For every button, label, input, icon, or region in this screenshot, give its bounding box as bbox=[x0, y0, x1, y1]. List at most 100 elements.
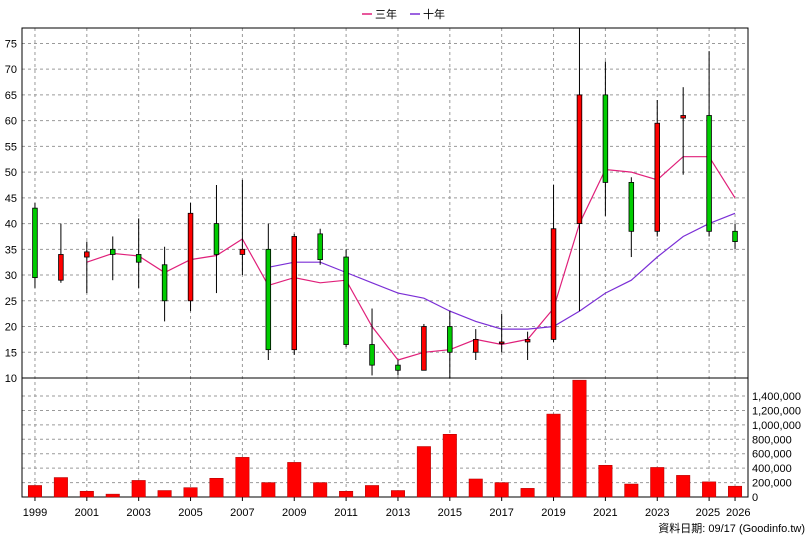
x-tick-label: 2021 bbox=[593, 507, 617, 519]
price-tick-label: 45 bbox=[5, 193, 17, 205]
candle-body bbox=[161, 264, 168, 302]
candle-body bbox=[32, 207, 38, 279]
x-tick-label: 1999 bbox=[23, 507, 47, 519]
candle-body bbox=[239, 248, 246, 255]
series-line bbox=[86, 156, 736, 361]
volume-bar bbox=[494, 482, 509, 498]
volume-bar bbox=[702, 481, 717, 498]
volume-bar bbox=[676, 475, 691, 498]
candle-body bbox=[732, 230, 738, 243]
candle-body bbox=[317, 233, 323, 261]
candle-body bbox=[110, 248, 116, 255]
legend-label: 十年 bbox=[423, 7, 445, 21]
volume-bar bbox=[105, 493, 120, 498]
volume-tick-label: 0 bbox=[752, 492, 758, 504]
price-tick-label: 70 bbox=[5, 64, 17, 76]
price-tick-label: 55 bbox=[5, 141, 17, 153]
price-tick-label: 30 bbox=[5, 270, 17, 282]
volume-bar bbox=[53, 477, 68, 498]
volume-bar bbox=[624, 483, 639, 498]
volume-bar bbox=[313, 482, 328, 498]
candle-body bbox=[628, 182, 635, 232]
volume-bar bbox=[157, 490, 172, 498]
volume-tick-label: 800,000 bbox=[752, 434, 792, 446]
price-tick-label: 65 bbox=[5, 90, 17, 102]
volume-bar bbox=[261, 482, 276, 498]
candle-body bbox=[706, 115, 712, 232]
candle-body bbox=[524, 338, 531, 343]
candle-body bbox=[343, 256, 349, 345]
candle-body bbox=[291, 236, 297, 351]
volume-tick-label: 400,000 bbox=[752, 463, 792, 475]
x-tick-label: 2009 bbox=[282, 507, 306, 519]
axes bbox=[21, 27, 749, 501]
volume-bar bbox=[650, 467, 665, 498]
volume-bar bbox=[27, 485, 42, 498]
volume-bar bbox=[79, 490, 94, 498]
x-tick-label: 2011 bbox=[334, 507, 358, 519]
candle-body bbox=[680, 115, 686, 119]
candle-body bbox=[265, 248, 272, 351]
legend-label: 三年 bbox=[375, 7, 397, 21]
candles bbox=[32, 28, 738, 378]
candle-body bbox=[84, 251, 90, 258]
footer-source: 資料日期: 09/17 (Goodinfo.tw) bbox=[658, 521, 805, 535]
x-tick-label: 2005 bbox=[178, 507, 202, 519]
volume-bar bbox=[365, 485, 380, 498]
volume-bar bbox=[183, 487, 198, 498]
x-tick-label: 2013 bbox=[386, 507, 410, 519]
volume-bar bbox=[546, 413, 561, 498]
price-tick-label: 20 bbox=[5, 322, 17, 334]
x-tick-label: 2023 bbox=[645, 507, 669, 519]
price-tick-label: 60 bbox=[5, 116, 17, 128]
volume-bars bbox=[27, 379, 743, 498]
x-tick-label: 2019 bbox=[541, 507, 565, 519]
candle-body bbox=[447, 326, 453, 353]
volume-bar bbox=[235, 457, 250, 498]
candle-body bbox=[550, 228, 557, 340]
volume-bar bbox=[520, 488, 535, 498]
volume-bar bbox=[728, 485, 743, 498]
candle-body bbox=[654, 122, 660, 232]
x-tick-label: 2001 bbox=[75, 507, 99, 519]
candle-body bbox=[58, 254, 64, 281]
volume-bar bbox=[209, 477, 224, 498]
price-tick-label: 50 bbox=[5, 167, 17, 179]
grid-lines bbox=[22, 28, 748, 497]
legend: 三年 十年 bbox=[362, 7, 445, 21]
moving-average-lines bbox=[86, 156, 736, 361]
x-tick-label: 2007 bbox=[230, 507, 254, 519]
price-tick-label: 35 bbox=[5, 244, 17, 256]
price-tick-label: 40 bbox=[5, 219, 17, 231]
candle-body bbox=[473, 338, 479, 353]
volume-bar bbox=[598, 465, 613, 498]
tick-labels: 10152025303540455055606570750200,000400,… bbox=[5, 38, 801, 519]
volume-tick-label: 600,000 bbox=[752, 449, 792, 461]
candle-body bbox=[135, 254, 142, 263]
candle-body bbox=[421, 326, 427, 371]
x-tick-label: 2015 bbox=[438, 507, 462, 519]
volume-bar bbox=[468, 478, 483, 498]
volume-bar bbox=[416, 446, 431, 498]
x-tick-label: 2017 bbox=[489, 507, 513, 519]
volume-bar bbox=[287, 462, 302, 498]
candle-body bbox=[498, 341, 505, 344]
volume-bar bbox=[131, 480, 146, 498]
price-tick-label: 25 bbox=[5, 296, 17, 308]
candle-body bbox=[187, 212, 194, 302]
candle-body bbox=[576, 94, 583, 224]
price-tick-label: 75 bbox=[5, 38, 17, 50]
volume-tick-label: 1,200,000 bbox=[752, 405, 801, 417]
volume-tick-label: 1,000,000 bbox=[752, 420, 801, 432]
candle-body bbox=[213, 223, 220, 255]
volume-bar bbox=[442, 434, 457, 498]
x-tick-label: 2026 bbox=[726, 507, 750, 519]
volume-tick-label: 1,400,000 bbox=[752, 391, 801, 403]
volume-bar bbox=[390, 490, 405, 498]
x-tick-label: 2003 bbox=[126, 507, 150, 519]
volume-tick-label: 200,000 bbox=[752, 478, 792, 490]
x-tick-label: 2025 bbox=[696, 507, 720, 519]
plot-frame bbox=[21, 27, 749, 498]
price-tick-label: 15 bbox=[5, 347, 17, 359]
